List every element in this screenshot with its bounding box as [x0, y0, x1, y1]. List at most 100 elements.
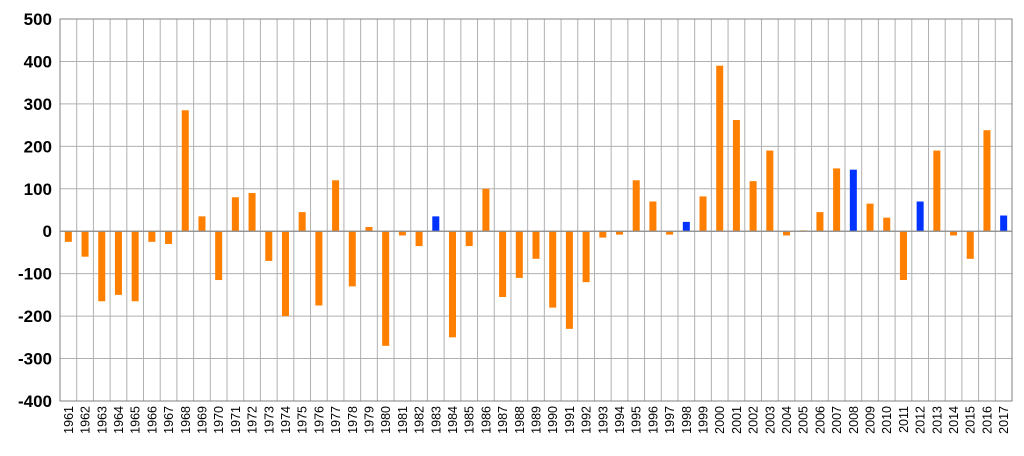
bar-1998	[682, 221, 690, 232]
bar-1966	[148, 231, 156, 242]
x-tick-label: 1976	[312, 406, 326, 434]
x-tick-label: 1969	[195, 406, 209, 434]
bar-1977	[332, 180, 340, 232]
x-tick-label: 1988	[513, 406, 527, 434]
x-tick-label: 1971	[229, 406, 243, 434]
x-tick-label: 2008	[847, 406, 861, 434]
bar-2004	[783, 231, 791, 236]
bar-1994	[616, 231, 624, 235]
bar-1996	[649, 201, 657, 232]
x-tick-label: 1978	[346, 406, 360, 434]
bar-1967	[165, 231, 173, 244]
y-tick-label: 200	[24, 137, 52, 156]
bar-2003	[766, 150, 774, 232]
bar-1992	[582, 231, 590, 283]
x-tick-label: 1979	[362, 406, 376, 434]
bar-1962	[81, 231, 89, 257]
bar-1995	[632, 180, 640, 232]
bar-2016	[983, 130, 991, 232]
x-tick-label: 2015	[964, 406, 978, 434]
y-tick-label: -100	[18, 265, 52, 284]
x-tick-label: 1974	[279, 406, 293, 434]
x-tick-label: 1985	[463, 406, 477, 434]
x-tick-label: 2005	[797, 406, 811, 434]
y-tick-label: 300	[24, 95, 52, 114]
bar-1975	[298, 212, 306, 232]
x-tick-label: 2011	[897, 406, 911, 433]
bar-2006	[816, 212, 824, 232]
bar-1980	[382, 231, 390, 346]
x-tick-label: 2006	[813, 406, 827, 434]
bar-1979	[365, 226, 373, 232]
bar-2011	[899, 231, 907, 281]
x-tick-label: 1965	[129, 406, 143, 434]
bar-1997	[666, 231, 674, 235]
x-tick-label: 1966	[145, 406, 159, 434]
bar-1989	[532, 231, 540, 259]
x-tick-label: 1977	[329, 406, 343, 434]
x-tick-label: 1970	[212, 406, 226, 434]
x-tick-label: 1967	[162, 406, 176, 434]
y-tick-label: 0	[43, 222, 52, 241]
bar-1986	[482, 188, 490, 232]
y-tick-labels: 500 400 300 200 100 0 -100 -200 -300 -400	[18, 10, 52, 411]
x-tick-label: 1989	[530, 406, 544, 434]
x-tick-label: 1991	[563, 406, 577, 434]
x-tick-label: 2003	[763, 406, 777, 434]
x-tick-label: 2000	[713, 406, 727, 434]
x-tick-label: 1994	[613, 406, 627, 434]
bar-1990	[549, 231, 557, 308]
x-tick-label: 2010	[880, 406, 894, 434]
x-tick-label: 1990	[546, 406, 560, 434]
y-tick-label: -200	[18, 307, 52, 326]
bar-1987	[499, 231, 507, 298]
bar-1976	[315, 231, 323, 306]
bar-2017	[1000, 215, 1008, 232]
x-tick-label: 2004	[780, 406, 794, 434]
x-tick-label: 2007	[830, 406, 844, 434]
x-tick-label: 1968	[179, 406, 193, 434]
x-tick-label: 1981	[396, 406, 410, 434]
x-tick-label: 1980	[379, 406, 393, 434]
bar-1978	[348, 231, 356, 287]
bar-1971	[231, 197, 239, 232]
bar-1974	[281, 231, 289, 317]
bar-1972	[248, 193, 256, 232]
bar-1988	[515, 231, 523, 278]
x-tick-label: 2017	[997, 406, 1011, 434]
bar-2001	[732, 120, 740, 232]
x-tick-label: 2013	[930, 406, 944, 434]
bar-2002	[749, 181, 757, 232]
bar-2009	[866, 203, 874, 232]
x-tick-label: 1963	[95, 406, 109, 434]
bar-1991	[565, 231, 573, 329]
x-tick-label: 1996	[646, 406, 660, 434]
x-tick-label: 1993	[596, 406, 610, 434]
bar-1973	[265, 231, 273, 261]
bar-2012	[916, 201, 924, 232]
x-tick-label: 1997	[663, 406, 677, 434]
bar-2015	[966, 231, 974, 259]
x-tick-label: 1972	[246, 406, 260, 434]
bar-1982	[415, 231, 423, 247]
plot-border	[59, 18, 1013, 402]
bar-2007	[833, 168, 841, 232]
x-tick-label: 1964	[112, 406, 126, 434]
bar-1985	[465, 231, 473, 247]
bar-2008	[849, 169, 857, 232]
x-tick-label: 1975	[296, 406, 310, 434]
x-tick-label: 1962	[79, 406, 93, 434]
bar-1969	[198, 216, 206, 232]
x-tick-label: 1983	[429, 406, 443, 434]
y-tick-label: -400	[18, 392, 52, 411]
bar-1983	[432, 216, 440, 232]
bar-1965	[131, 231, 139, 302]
x-tick-label: 1999	[697, 406, 711, 434]
x-tick-label: 1987	[496, 406, 510, 434]
y-tick-label: 100	[24, 180, 52, 199]
y-tick-label: -300	[18, 350, 52, 369]
bar-1993	[599, 231, 607, 238]
bars	[64, 65, 1008, 346]
x-tick-label: 2016	[980, 406, 994, 434]
